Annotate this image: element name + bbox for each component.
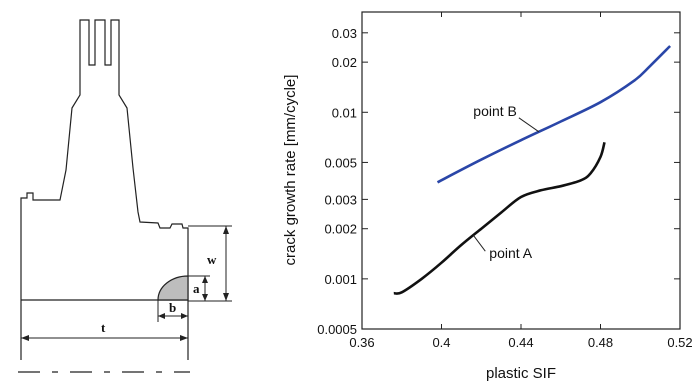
y-tick-label: 0.01 [332, 105, 357, 120]
x-tick-label: 0.44 [508, 335, 533, 350]
annotation-leader [472, 234, 486, 252]
dim-label-w: w [207, 252, 217, 267]
dimensions [21, 225, 232, 341]
blade-outline [20, 19, 189, 300]
x-tick-label: 0.52 [667, 335, 692, 350]
crack-growth-chart: 0.36 0.4 0.44 0.48 0.52 0.0005 0.001 0.002 0.003… [282, 11, 693, 382]
x-tick-label: 0.48 [588, 335, 613, 350]
annotation-leader [518, 117, 540, 133]
crack-region [157, 275, 189, 301]
dim-label-b: b [169, 300, 176, 315]
annotation-label: point A [489, 245, 532, 261]
x-tick-label: 0.4 [432, 335, 450, 350]
y-tick-label: 0.003 [324, 192, 357, 207]
y-tick-label: 0.001 [324, 272, 357, 287]
annotations: point B point A [472, 103, 540, 261]
series-group [393, 45, 672, 295]
series-line-point-a [393, 141, 606, 295]
annotation-label: point B [473, 103, 517, 119]
y-tick-label: 0.02 [332, 55, 357, 70]
dim-label-t: t [101, 320, 106, 335]
dim-label-a: a [193, 281, 200, 296]
axis-ticks: 0.36 0.4 0.44 0.48 0.52 0.0005 0.001 0.002 0.003… [317, 12, 693, 350]
x-axis-label: plastic SIF [486, 365, 556, 382]
plot-frame [361, 11, 681, 330]
y-tick-label: 0.002 [324, 222, 357, 237]
y-tick-label: 0.03 [332, 26, 357, 41]
y-tick-label: 0.005 [324, 155, 357, 170]
y-tick-label: 0.0005 [317, 322, 357, 337]
y-axis-label: crack growth rate [mm/cycle] [282, 75, 299, 266]
series-line-point-b [436, 45, 672, 184]
x-tick-label: 0.36 [349, 335, 374, 350]
